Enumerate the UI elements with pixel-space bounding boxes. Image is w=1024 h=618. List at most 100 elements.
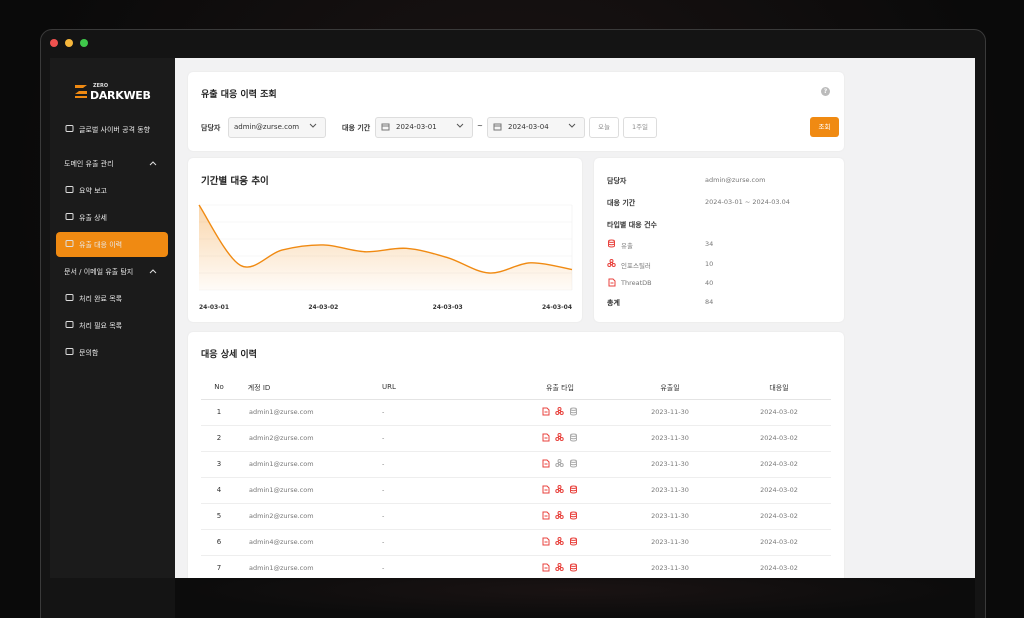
row-no: 7 bbox=[216, 564, 222, 572]
doc-icon bbox=[542, 537, 550, 546]
row-responded: 2024-03-02 bbox=[760, 434, 798, 442]
row-account: admin4@zurse.com bbox=[249, 538, 314, 546]
bio-icon bbox=[555, 511, 564, 519]
row-url: - bbox=[382, 538, 385, 546]
row-url: - bbox=[382, 408, 385, 416]
row-line bbox=[201, 529, 831, 530]
bio-icon bbox=[555, 459, 564, 467]
max-dot[interactable] bbox=[80, 39, 88, 47]
bio-icon bbox=[555, 433, 564, 441]
chevron bbox=[568, 123, 576, 128]
type-name: 유출 bbox=[621, 242, 633, 250]
table-header: 대응일 bbox=[769, 384, 789, 392]
row-url: - bbox=[382, 486, 385, 494]
bio-icon bbox=[555, 407, 564, 415]
nav-icon bbox=[65, 321, 74, 328]
table-header: 유출 타입 bbox=[546, 384, 574, 392]
calendar-icon bbox=[381, 123, 390, 131]
nav-item[interactable]: 문의함 bbox=[79, 349, 99, 357]
summary-period: 2024-03-01 ~ 2024-03.04 bbox=[705, 198, 790, 206]
row-leaked: 2023-11-30 bbox=[651, 486, 689, 494]
db-icon bbox=[570, 563, 577, 572]
nav-icon bbox=[65, 294, 74, 301]
help[interactable]: ? bbox=[821, 87, 830, 96]
manager-select[interactable] bbox=[228, 117, 326, 138]
search-button[interactable]: 조회 bbox=[810, 117, 839, 137]
row-leaked: 2023-11-30 bbox=[651, 512, 689, 520]
nav-item[interactable]: 유출 상세 bbox=[79, 214, 107, 222]
row-no: 4 bbox=[216, 486, 222, 494]
bio-icon bbox=[555, 485, 564, 493]
bio-icon bbox=[555, 537, 564, 545]
row-account: admin2@zurse.com bbox=[249, 434, 314, 442]
nav-icon bbox=[65, 186, 74, 193]
logo bbox=[75, 85, 87, 98]
row-account: admin2@zurse.com bbox=[249, 512, 314, 520]
db-icon bbox=[570, 407, 577, 416]
manager-label: 담당자 bbox=[201, 124, 221, 132]
db-icon bbox=[570, 537, 577, 546]
table-header: No bbox=[214, 383, 224, 391]
doc-icon bbox=[542, 485, 550, 494]
row-leaked: 2023-11-30 bbox=[651, 408, 689, 416]
calendar-icon bbox=[493, 123, 502, 131]
row-responded: 2024-03-02 bbox=[760, 486, 798, 494]
nav-icon bbox=[65, 125, 74, 132]
row-no: 3 bbox=[216, 460, 222, 468]
from-date[interactable] bbox=[375, 117, 473, 138]
nav-icon bbox=[65, 348, 74, 355]
from-value: 2024-03-01 bbox=[396, 123, 437, 131]
row-no: 2 bbox=[216, 434, 222, 442]
row-line bbox=[201, 477, 831, 478]
row-url: - bbox=[382, 564, 385, 572]
doc-icon bbox=[542, 433, 550, 442]
summary-card bbox=[594, 158, 844, 322]
period-label: 대응 기간 bbox=[342, 124, 371, 132]
today-button[interactable]: 오늘 bbox=[589, 117, 619, 138]
row-no: 1 bbox=[216, 408, 222, 416]
chevron bbox=[456, 123, 464, 128]
db-icon bbox=[570, 485, 577, 494]
min-dot[interactable] bbox=[65, 39, 73, 47]
row-line bbox=[201, 503, 831, 504]
row-account: admin1@zurse.com bbox=[249, 408, 314, 416]
close-dot[interactable] bbox=[50, 39, 58, 47]
db-icon bbox=[608, 239, 615, 248]
row-responded: 2024-03-02 bbox=[760, 512, 798, 520]
to-date[interactable] bbox=[487, 117, 585, 138]
table-card bbox=[188, 332, 844, 592]
x-tick-label: 24-03-01 bbox=[199, 304, 229, 311]
row-no: 5 bbox=[216, 512, 222, 520]
brand: DARKWEB bbox=[90, 89, 151, 102]
nav-item[interactable]: 유출 대응 이력 bbox=[79, 241, 123, 249]
trend-area bbox=[199, 205, 572, 290]
trend-line bbox=[198, 204, 573, 274]
total-label: 총계 bbox=[607, 299, 620, 307]
summary-manager-label: 담당자 bbox=[607, 177, 627, 185]
range-sep: ~ bbox=[477, 122, 483, 130]
nav-icon bbox=[65, 213, 74, 220]
nav-section[interactable]: 도메인 유출 관리 bbox=[64, 160, 114, 168]
row-leaked: 2023-11-30 bbox=[651, 434, 689, 442]
nav-item[interactable]: 글로벌 사이버 공격 동향 bbox=[79, 126, 151, 134]
db-icon bbox=[570, 511, 577, 520]
row-leaked: 2023-11-30 bbox=[651, 460, 689, 468]
table-header: 계정 ID bbox=[247, 384, 271, 392]
type-count: 10 bbox=[705, 259, 714, 268]
nav-active-bg[interactable] bbox=[56, 232, 168, 257]
row-responded: 2024-03-02 bbox=[760, 538, 798, 546]
bio-icon bbox=[607, 258, 616, 267]
bottom-bezel bbox=[175, 578, 975, 618]
nav-item[interactable]: 요약 보고 bbox=[79, 187, 107, 195]
chevron bbox=[149, 269, 157, 274]
nav-item[interactable]: 처리 완료 목록 bbox=[79, 295, 123, 303]
week-button[interactable]: 1주일 bbox=[623, 117, 657, 138]
type-name: 인포스틸러 bbox=[621, 261, 651, 270]
row-line bbox=[201, 451, 831, 452]
nav-section[interactable]: 문서 / 이메일 유출 탐지 bbox=[64, 268, 134, 276]
row-url: - bbox=[382, 460, 385, 468]
doc-icon bbox=[542, 563, 550, 572]
nav-item[interactable]: 처리 필요 목록 bbox=[79, 322, 123, 330]
